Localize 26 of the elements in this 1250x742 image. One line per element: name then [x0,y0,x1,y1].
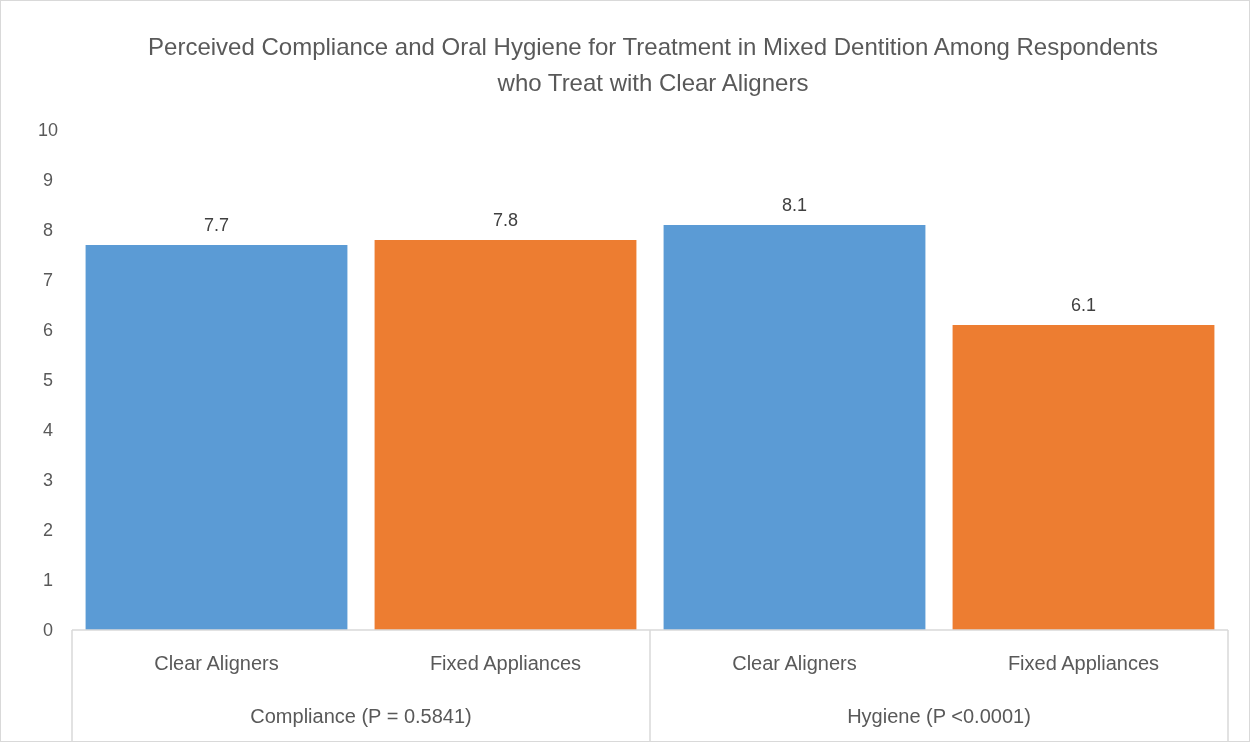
y-tick-label: 4 [42,420,54,441]
data-label: 8.1 [781,195,808,215]
y-tick-label: 9 [42,170,54,191]
chart-title: Perceived Compliance and Oral Hygiene for Treatment in Mixed Dentition Among Respondents who Treat with Clear Aligners [148,33,1158,97]
x-tick-label: Fixed Appliances [429,652,582,674]
bar [85,245,348,630]
x-tick-label: Fixed Appliances [1007,652,1160,674]
y-tick-label: 0 [42,620,54,641]
text: Hygiene (P <0.0001) [847,705,1031,727]
y-tick-label: 3 [42,470,54,491]
x-tick-label: Clear Aligners [732,652,857,674]
bar [663,225,926,630]
data-label: 7.7 [203,215,230,235]
text: Compliance (P = 0.5841) [250,705,472,727]
y-tick-label: 1 [42,570,54,591]
bar [952,325,1215,630]
data-label: 7.8 [492,210,519,230]
y-tick-label: 7 [42,270,54,291]
data-label: 6.1 [1070,295,1097,315]
x-tick-label: Clear Aligners [154,652,279,674]
y-tick-label: 5 [42,370,54,391]
bar [374,240,637,630]
y-tick-label: 6 [42,320,54,341]
y-tick-label: 10 [37,120,59,141]
y-tick-label: 8 [42,220,54,241]
y-tick-label: 2 [42,520,54,541]
